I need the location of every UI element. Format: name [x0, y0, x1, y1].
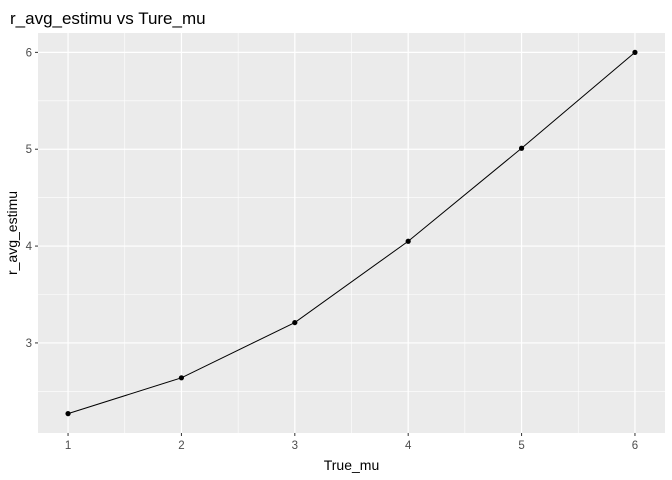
y-tick-label: 6: [26, 47, 32, 59]
major-gridlines: [38, 33, 665, 433]
x-tick-label: 6: [632, 440, 638, 452]
data-point: [292, 319, 298, 326]
data-point: [65, 411, 71, 417]
x-tick-label: 2: [178, 440, 184, 452]
y-tick-label: 5: [26, 144, 32, 156]
data-point: [632, 49, 638, 55]
chart-title: r_avg_estimu vs Ture_mu: [10, 9, 206, 28]
x-tick-label: 4: [405, 440, 412, 452]
data-point: [178, 375, 185, 381]
minor-gridlines: [38, 33, 665, 433]
x-tick-label: 1: [65, 440, 71, 452]
x-tick-label: 3: [292, 440, 298, 452]
y-axis: 3 4 5 6: [26, 47, 38, 350]
data-point: [405, 238, 411, 244]
data-point: [518, 145, 525, 151]
x-axis: 1 2 3 4 5 6: [65, 433, 638, 452]
series-layer: [65, 49, 638, 417]
y-tick-label: 3: [26, 338, 32, 350]
x-tick-label: 5: [518, 440, 524, 452]
x-axis-title: True_mu: [324, 457, 380, 473]
series-line: [67, 51, 636, 415]
y-tick-label: 4: [26, 241, 33, 253]
y-axis-title: r_avg_estimu: [4, 191, 20, 275]
